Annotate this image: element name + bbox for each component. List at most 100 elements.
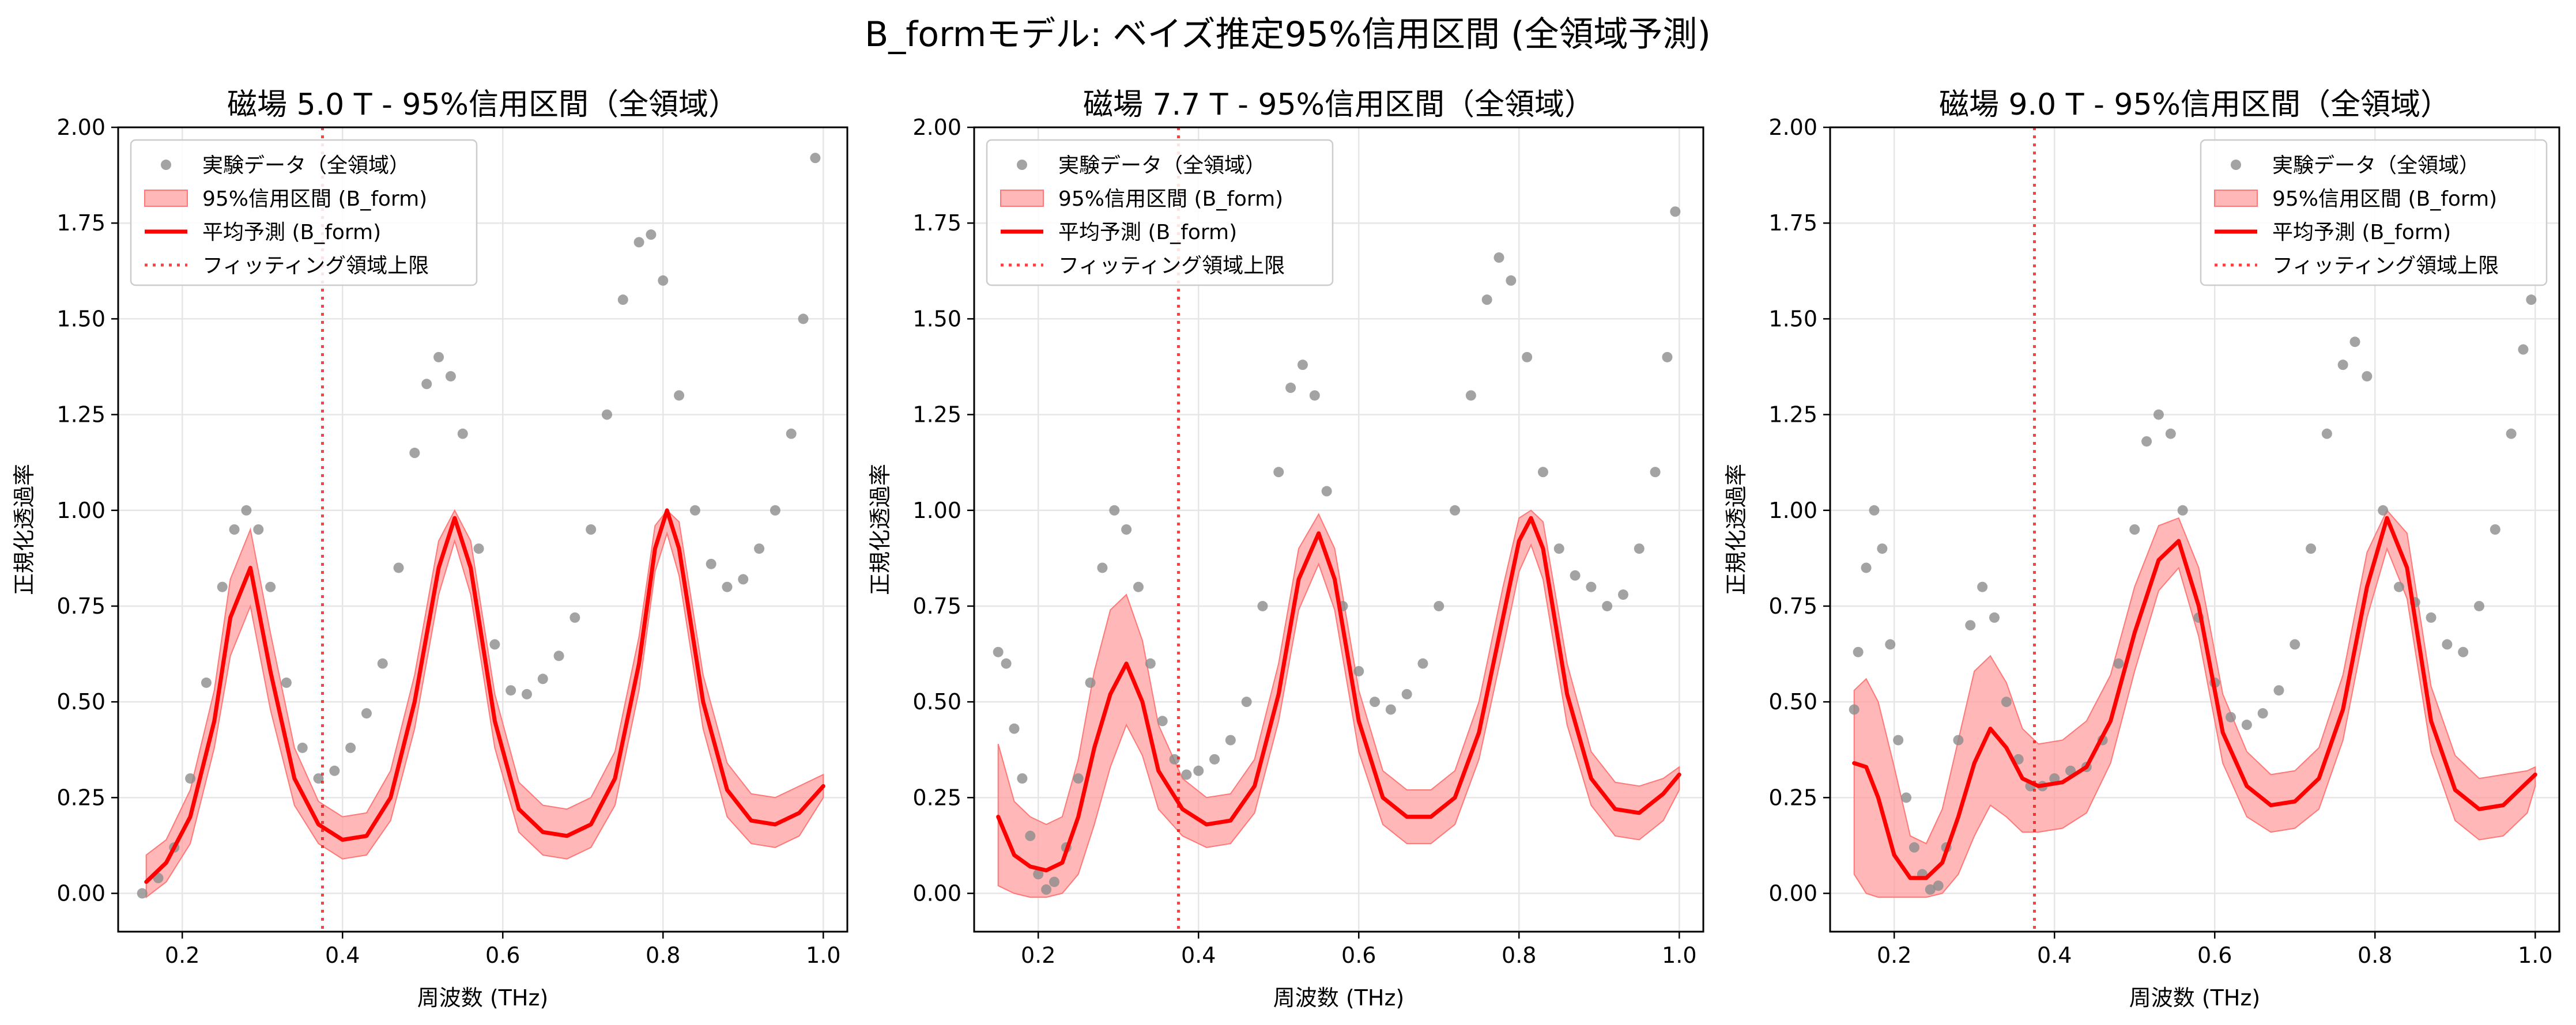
data-point: [1506, 275, 1517, 286]
data-point: [2337, 360, 2348, 370]
legend-box: [986, 139, 1334, 286]
data-point: [521, 689, 532, 699]
legend-marker-scatter: [1017, 160, 1027, 170]
data-point: [1434, 600, 1444, 611]
data-point: [1522, 351, 1533, 362]
subplot-1: 0.2 0.4 0.6 0.8 1.0 0.00 0.25 0.50 0.75 1.00 1.25 1…: [12, 88, 848, 1011]
data-point: [646, 229, 657, 240]
data-point: [786, 428, 797, 439]
data-point: [1586, 581, 1597, 592]
data-point: [1033, 869, 1044, 880]
subplots: 0.2 0.4 0.6 0.8 1.0 0.00 0.25 0.50 0.75 1.00 1.25 1…: [12, 88, 2560, 1011]
subplot-title: 磁場 7.7 T - 95%信用区間（全領域）: [1083, 88, 1594, 122]
data-point: [2473, 600, 2484, 611]
data-point: [1650, 467, 1661, 478]
y-tick-label: 1.50: [1768, 306, 1817, 331]
data-point: [1570, 570, 1581, 581]
data-point: [1121, 524, 1132, 535]
data-point: [2113, 658, 2124, 669]
plot-content: [1849, 127, 2537, 932]
data-point: [1670, 206, 1681, 217]
credible-interval-band: [997, 509, 1680, 898]
subplot-title: 磁場 9.0 T - 95%信用区間（全領域）: [1939, 88, 2450, 122]
subplot-2: 0.2 0.4 0.6 0.8 1.0 0.00 0.25 0.50 0.75 1.00 1.25 1…: [868, 88, 1704, 1011]
data-point: [409, 448, 420, 459]
y-tick-label: 0.50: [912, 689, 961, 714]
y-tick-label: 0.25: [1768, 785, 1817, 810]
data-point: [586, 524, 597, 535]
data-point: [1553, 543, 1564, 554]
data-point: [281, 677, 292, 688]
x-tick-label: 0.2: [1021, 943, 1055, 968]
data-point: [1853, 646, 1864, 657]
y-tick-label: 1.50: [912, 306, 961, 331]
data-point: [1193, 765, 1204, 776]
data-point: [2458, 646, 2469, 657]
data-point: [1450, 505, 1461, 516]
data-point: [601, 409, 612, 420]
subplot-3: 0.2 0.4 0.6 0.8 1.0 0.00 0.25 0.50 0.75 1.00 1.25 1…: [1723, 88, 2560, 1011]
data-point: [1537, 467, 1548, 478]
data-point: [1009, 723, 1020, 734]
data-point: [2241, 720, 2252, 731]
data-point: [2393, 581, 2404, 592]
data-point: [2306, 543, 2317, 554]
data-point: [1417, 658, 1428, 669]
data-point: [185, 773, 196, 784]
data-point: [2442, 639, 2453, 650]
x-tick-label: 1.0: [2518, 943, 2552, 968]
data-point: [1257, 600, 1268, 611]
x-tick-label: 0.4: [2037, 943, 2072, 968]
y-tick-label: 2.00: [56, 115, 105, 140]
data-point: [689, 505, 700, 516]
data-point: [1041, 884, 1052, 895]
data-point: [1901, 792, 1912, 803]
data-point: [201, 677, 212, 688]
data-point: [253, 524, 264, 535]
x-axis-label: 周波数 (THz): [417, 985, 548, 1011]
legend-marker-band: [1000, 190, 1044, 207]
data-point: [2141, 436, 2152, 447]
data-point: [1909, 842, 1919, 853]
data-point: [2257, 708, 2268, 719]
data-point: [553, 650, 564, 661]
data-point: [2273, 685, 2284, 696]
data-point: [345, 742, 356, 753]
y-tick-label: 0.50: [56, 689, 105, 714]
data-point: [993, 646, 1004, 657]
credible-interval-band: [145, 509, 824, 899]
data-point: [569, 612, 580, 623]
data-point: [2349, 336, 2360, 347]
data-point: [137, 888, 148, 899]
data-point: [1925, 884, 1936, 895]
mean-prediction-line: [1852, 516, 2537, 880]
data-point: [810, 153, 821, 164]
plot-frame: [973, 126, 1704, 933]
x-tick-label: 0.8: [646, 943, 680, 968]
data-point: [2153, 409, 2164, 420]
legend-label: 実験データ（全領域）: [202, 154, 410, 177]
data-point: [1133, 581, 1144, 592]
data-point: [1241, 697, 1252, 708]
data-point: [1273, 467, 1284, 478]
legend: 実験データ（全領域） 95%信用区間 (B_form) 平均予測 (B_form) フ…: [986, 139, 1334, 286]
x-tick-label: 0.6: [2197, 943, 2232, 968]
data-point: [433, 351, 444, 362]
data-point: [2321, 428, 2332, 439]
data-point: [798, 313, 809, 324]
data-point: [229, 524, 240, 535]
data-point: [1025, 830, 1036, 841]
y-tick-label: 0.75: [56, 593, 105, 619]
y-tick-label: 0.75: [912, 593, 961, 619]
data-point: [2362, 371, 2373, 382]
legend-label: 95%信用区間 (B_form): [2272, 187, 2497, 211]
mean-prediction-line: [144, 508, 825, 884]
data-point: [1933, 880, 1944, 891]
data-point: [1965, 620, 1976, 631]
legend-label: 平均予測 (B_form): [202, 221, 381, 244]
y-tick-label: 1.00: [56, 498, 105, 523]
x-tick-label: 0.2: [1877, 943, 1911, 968]
legend-label: フィッティング領域上限: [2272, 254, 2499, 278]
x-tick-label: 0.6: [485, 943, 520, 968]
data-point: [722, 581, 733, 592]
